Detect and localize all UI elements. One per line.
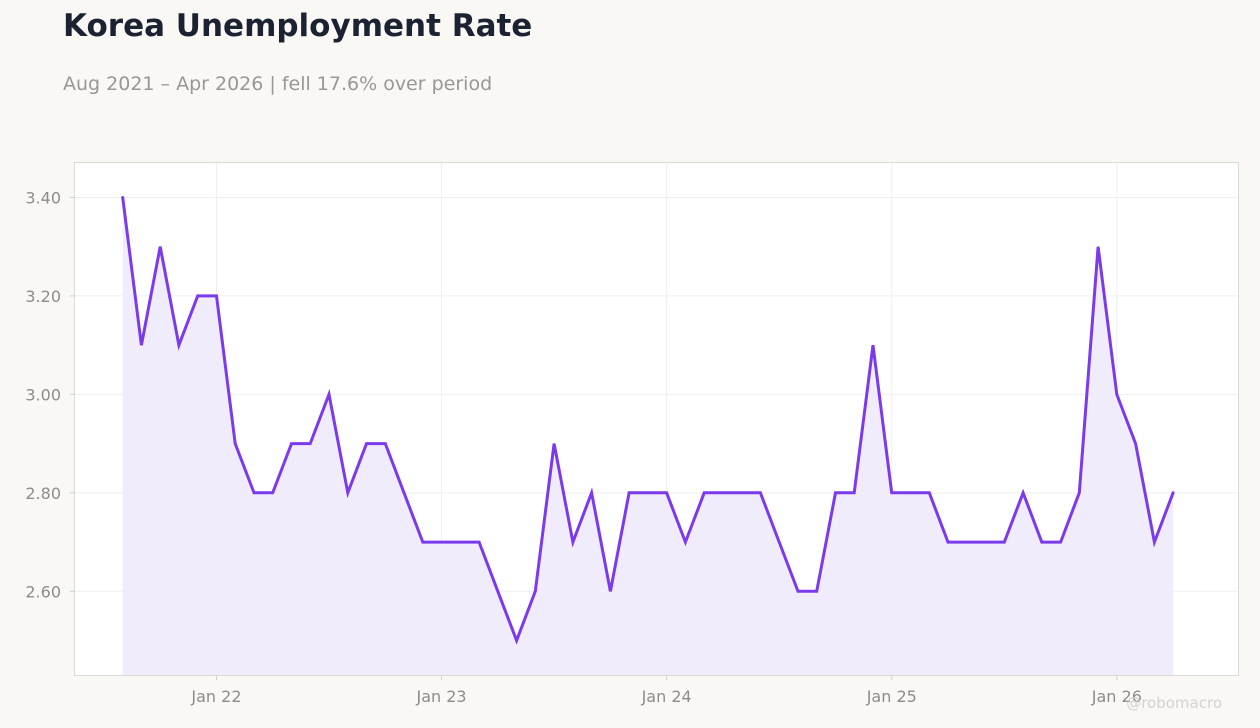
x-tick-label: Jan 25 — [866, 687, 917, 706]
chart-title: Korea Unemployment Rate — [63, 8, 533, 44]
area-fill-layer — [122, 197, 1174, 675]
x-tick-label: Jan 22 — [190, 687, 241, 706]
area-fill — [122, 197, 1174, 675]
y-tick-label: 2.80 — [25, 484, 61, 503]
x-axis: Jan 22 Jan 23 Jan 24 Jan 25 Jan 26 — [190, 675, 1142, 706]
series-line — [121, 196, 1175, 645]
x-tick-label: Jan 23 — [415, 687, 466, 706]
y-tick-label: 2.60 — [25, 582, 61, 601]
y-tick-label: 3.40 — [25, 188, 61, 207]
watermark: @robomacro — [1126, 694, 1222, 712]
y-tick-label: 3.20 — [25, 287, 61, 306]
y-axis: 2.60 2.80 3.00 3.20 3.40 — [25, 188, 75, 601]
y-tick-label: 3.00 — [25, 385, 61, 404]
x-tick-label: Jan 24 — [641, 687, 692, 706]
series-line-layer — [121, 196, 1175, 645]
x-tick-label: Jan 26 — [1091, 687, 1142, 706]
chart-subtitle: Aug 2021 – Apr 2026 | fell 17.6% over pe… — [63, 73, 493, 95]
